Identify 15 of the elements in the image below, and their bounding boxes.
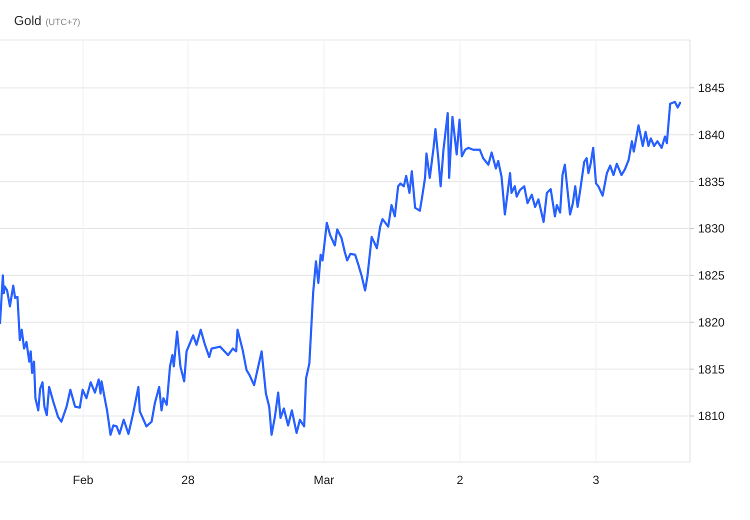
y-tick-label: 1810 bbox=[698, 409, 726, 424]
x-tick-label: 3 bbox=[592, 473, 600, 487]
y-tick-label: 1815 bbox=[698, 362, 726, 376]
x-tick-label: 2 bbox=[456, 473, 464, 487]
y-tick-label: 1840 bbox=[698, 128, 726, 142]
x-tick-label: Mar bbox=[314, 473, 334, 487]
x-tick-label: 28 bbox=[181, 473, 195, 487]
y-tick-label: 1825 bbox=[698, 268, 726, 283]
y-tick-label: 1835 bbox=[698, 174, 726, 189]
y-tick-label: 1830 bbox=[698, 222, 726, 236]
y-tick-label: 1820 bbox=[698, 315, 726, 330]
y-tick-label: 1845 bbox=[698, 81, 726, 96]
chart-subtitle: (UTC+7) bbox=[45, 17, 80, 27]
x-tick-label: Feb bbox=[72, 473, 94, 487]
chart-title: Gold bbox=[14, 13, 42, 28]
